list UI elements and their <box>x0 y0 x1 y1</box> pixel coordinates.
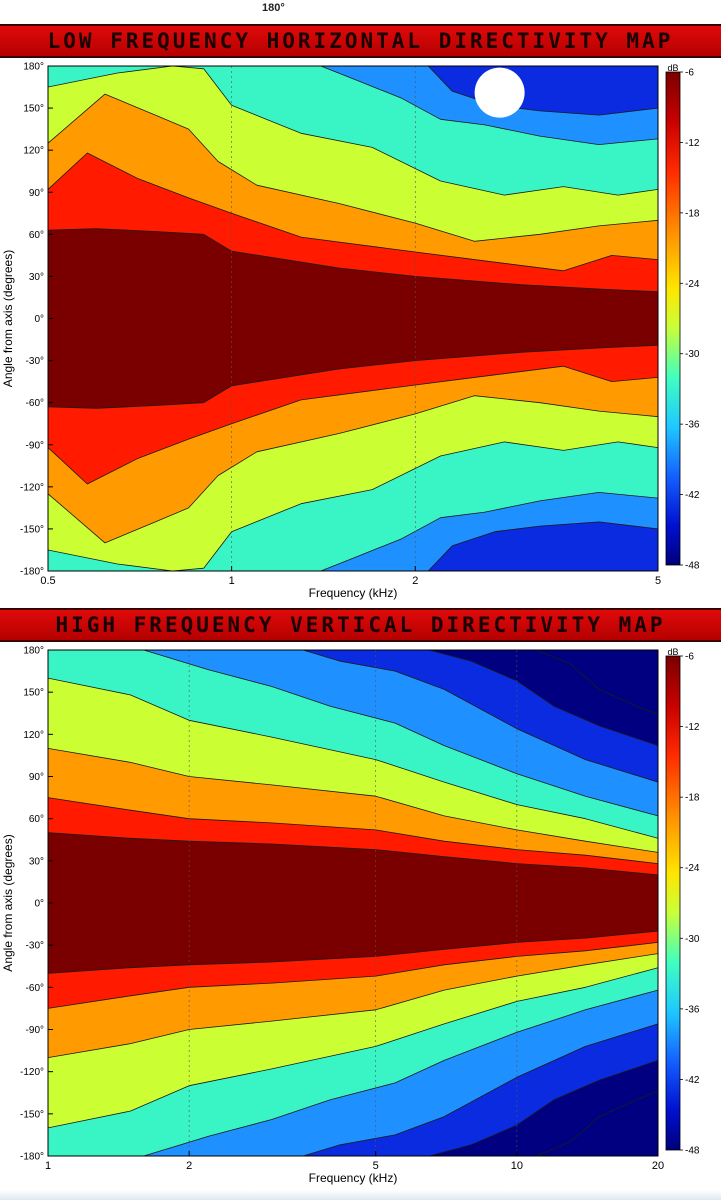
y-tick-label: -30° <box>26 356 44 367</box>
x-axis-label: Frequency (kHz) <box>309 586 398 600</box>
y-tick-label: -150° <box>20 524 44 535</box>
chart2-title-banner: HIGH FREQUENCY VERTICAL DIRECTIVITY MAP <box>0 608 721 642</box>
y-tick-label: 120° <box>23 730 44 741</box>
y-tick-label: -120° <box>20 1067 44 1078</box>
colorbar-tick-label: -6 <box>685 652 694 663</box>
x-tick-label: 0.5 <box>40 575 55 587</box>
y-tick-label: -30° <box>26 941 44 952</box>
colorbar-tick-label: -18 <box>685 793 700 804</box>
grid <box>231 66 416 571</box>
colorbar-tick-label: -42 <box>685 490 700 501</box>
colorbar-tick-label: -30 <box>685 934 700 945</box>
y-tick-label: -60° <box>26 398 44 409</box>
colorbar-tick-label: -42 <box>685 1075 700 1086</box>
y-tick-label: 30° <box>29 272 44 283</box>
x-tick-label: 1 <box>45 1160 51 1172</box>
y-tick-label: -120° <box>20 482 44 493</box>
y-axis-label: Angle from axis (degrees) <box>1 250 15 387</box>
y-tick-label: -180° <box>20 1152 44 1163</box>
x-axis-label: Frequency (kHz) <box>309 1171 398 1185</box>
x-tick-label: 1 <box>229 575 235 587</box>
colorbar-tick-label: -24 <box>685 863 700 874</box>
colorbar-unit-label: dB <box>667 647 678 657</box>
y-tick-label: 0° <box>34 314 44 325</box>
y-tick-label: 150° <box>23 104 44 115</box>
colorbar-tick-label: -48 <box>685 1146 700 1157</box>
colorbar-tick-label: -12 <box>685 722 700 733</box>
grid <box>188 650 518 1156</box>
top-angle-label: 180° <box>262 2 285 14</box>
y-tick-label: 90° <box>29 772 44 783</box>
colorbar <box>665 655 681 1151</box>
y-tick-label: 30° <box>29 856 44 867</box>
colorbar-tick-label: -36 <box>685 420 700 431</box>
y-tick-label: 180° <box>23 646 44 657</box>
y-tick-label: -150° <box>20 1109 44 1120</box>
y-tick-label: 180° <box>23 62 44 73</box>
y-tick-label: 0° <box>34 899 44 910</box>
y-axis-label: Angle from axis (degrees) <box>1 834 15 971</box>
x-tick-label: 10 <box>511 1160 523 1172</box>
x-tick-label: 20 <box>652 1160 664 1172</box>
white-circle-marker <box>474 67 525 118</box>
y-tick-label: -60° <box>26 983 44 994</box>
contour-band-6db <box>48 832 658 974</box>
high-frequency-directivity-chart: 180° 150° 120° 90° 60° 30° 0° -30° -60° -90° -120°… <box>1 646 700 1186</box>
colorbar-unit-label: dB <box>667 63 678 73</box>
y-tick-label: 60° <box>29 814 44 825</box>
colorbar-tick-label: -30 <box>685 349 700 360</box>
x-tick-label: 2 <box>412 575 418 587</box>
colorbar <box>665 71 681 566</box>
low-frequency-directivity-chart: 180° 150° 120° 90° 60° 30° 0° -30° -60° -90° -120°… <box>1 62 700 601</box>
y-tick-label: 120° <box>23 146 44 157</box>
colorbar-tick-label: -36 <box>685 1004 700 1015</box>
x-tick-label: 5 <box>373 1160 379 1172</box>
colorbar-tick-label: -48 <box>685 561 700 572</box>
y-tick-label: 150° <box>23 688 44 699</box>
y-tick-label: 90° <box>29 188 44 199</box>
x-tick-label: 5 <box>655 575 661 587</box>
x-tick-label: 2 <box>186 1160 192 1172</box>
colorbar-tick-label: -12 <box>685 138 700 149</box>
colorbar-tick-label: -6 <box>685 68 694 79</box>
contour-band-6db <box>48 228 658 409</box>
colorbar-tick-label: -24 <box>685 279 700 290</box>
y-tick-label: -90° <box>26 1025 44 1036</box>
bottom-strip <box>0 1190 721 1200</box>
colorbar-tick-label: -18 <box>685 208 700 219</box>
chart1-title-banner: LOW FREQUENCY HORIZONTAL DIRECTIVITY MAP <box>0 24 721 58</box>
y-tick-label: -180° <box>20 567 44 578</box>
y-tick-label: 60° <box>29 230 44 241</box>
y-tick-label: -90° <box>26 440 44 451</box>
